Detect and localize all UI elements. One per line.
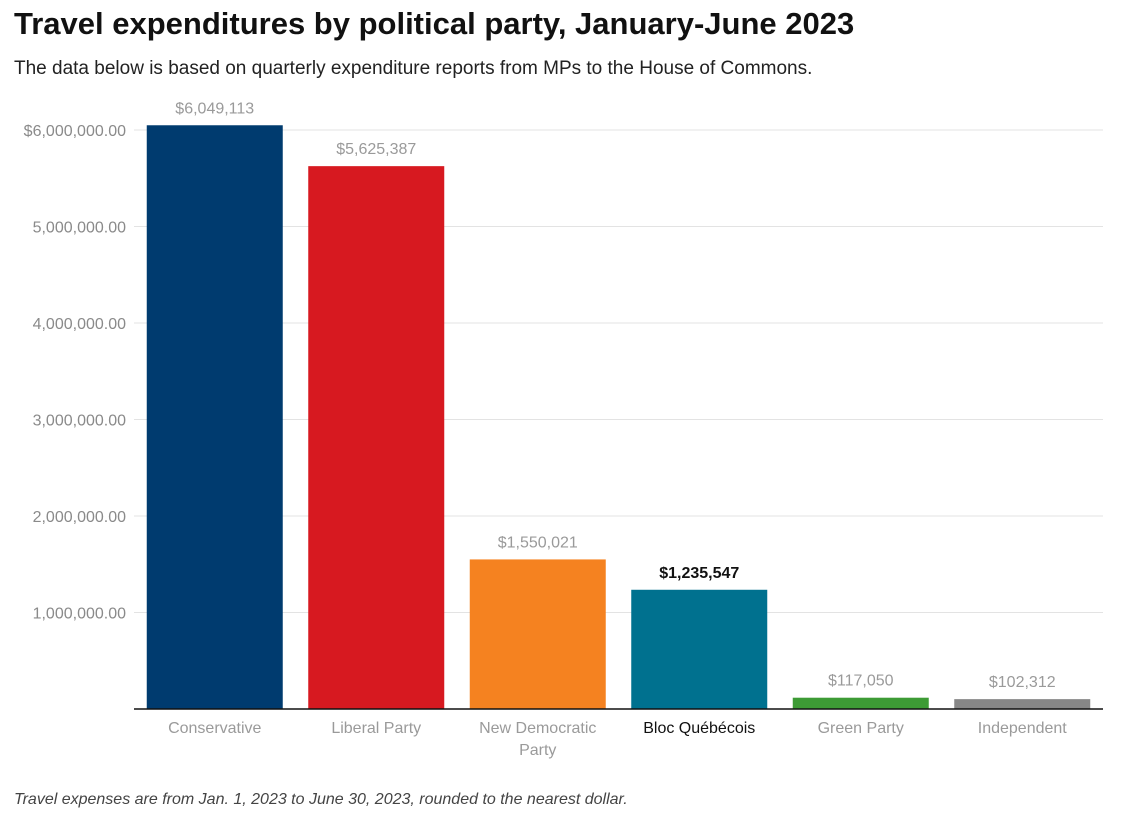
bar: [792, 697, 929, 709]
y-tick-label: 2,000,000.00: [33, 509, 127, 526]
bar: [631, 589, 768, 709]
data-label: $1,550,021: [498, 534, 578, 551]
category-label: Liberal Party: [331, 720, 421, 737]
data-labels: $6,049,113 $5,625,387 $1,550,021 $1,235,547…: [175, 100, 1055, 691]
data-label: $6,049,113: [175, 100, 254, 117]
bar-chart: 1,000,000.00 2,000,000.00 3,000,000.00 4,00…: [24, 100, 1103, 759]
gridlines: [134, 129, 1103, 613]
bar: [469, 559, 606, 709]
y-tick-label: 5,000,000.00: [33, 220, 127, 237]
y-tick-label: 3,000,000.00: [33, 413, 127, 430]
bar: [308, 166, 445, 710]
data-label: $117,050: [828, 673, 894, 690]
chart-title: Travel expenditures by political party, …: [14, 6, 855, 41]
y-tick-label: $6,000,000.00: [24, 123, 126, 140]
bar: [954, 699, 1091, 709]
y-tick-label: 4,000,000.00: [33, 316, 127, 333]
chart-footnote: Travel expenses are from Jan. 1, 2023 to…: [14, 791, 628, 808]
category-label: New Democratic Party: [479, 720, 596, 759]
bar: [146, 125, 283, 709]
data-label: $5,625,387: [336, 141, 416, 158]
y-tick-label: 1,000,000.00: [33, 606, 127, 623]
category-label: Independent: [978, 720, 1068, 737]
category-label: Green Party: [818, 720, 904, 737]
data-label: $102,312: [989, 674, 1056, 691]
x-axis-labels: Conservative Liberal Party New Democratic P…: [168, 720, 1067, 759]
category-label: Conservative: [168, 720, 261, 737]
chart-subtitle: The data below is based on quarterly exp…: [14, 58, 813, 79]
category-label: Bloc Québécois: [643, 720, 755, 737]
bars: [146, 125, 1091, 710]
y-axis-ticks: 1,000,000.00 2,000,000.00 3,000,000.00 4,00…: [24, 123, 126, 623]
data-label: $1,235,547: [659, 565, 739, 582]
